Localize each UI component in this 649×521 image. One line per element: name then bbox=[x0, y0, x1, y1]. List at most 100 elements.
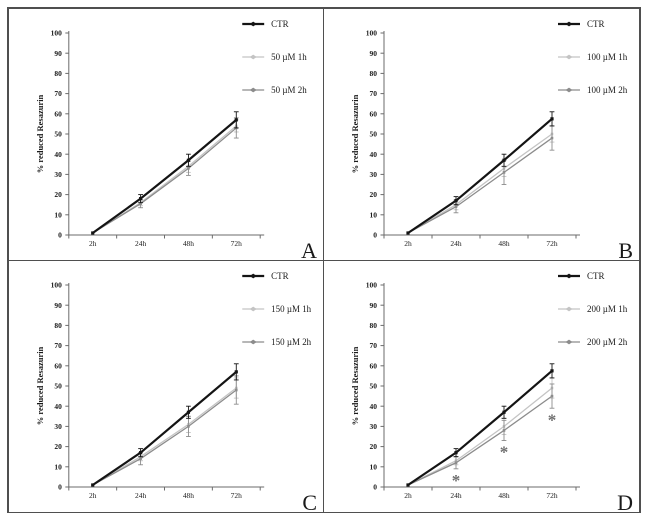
legend-marker bbox=[249, 339, 257, 345]
y-tick-label: 100 bbox=[366, 29, 378, 38]
y-tick-label: 0 bbox=[58, 231, 62, 240]
data-point bbox=[186, 158, 191, 162]
series-ctr bbox=[91, 363, 239, 487]
legend-item: CTR bbox=[558, 271, 605, 281]
legend-marker bbox=[249, 273, 257, 279]
data-point bbox=[550, 394, 554, 398]
data-point bbox=[139, 457, 142, 461]
y-tick-label: 40 bbox=[54, 150, 62, 159]
y-tick-label: 50 bbox=[54, 382, 62, 391]
data-point bbox=[91, 231, 95, 235]
chart-panel-d: 0 10 20 30 40 50 60 70 80 90 100 2h 24h 48h 72h % reduc… bbox=[350, 271, 633, 512]
x-tick-label: 72h bbox=[546, 491, 558, 500]
x-tick-label: 72h bbox=[546, 239, 558, 248]
series-ctr bbox=[91, 111, 239, 235]
legend-marker bbox=[249, 54, 257, 60]
y-tick-label: 0 bbox=[373, 483, 377, 492]
y-tick-label: 60 bbox=[54, 361, 62, 370]
data-line bbox=[92, 387, 237, 486]
figure-frame: 0 10 20 30 40 50 60 70 80 90 100 2h 24h 48h 72h % reduc… bbox=[7, 7, 641, 513]
x-tick-label: 72h bbox=[231, 239, 242, 248]
legend-item: 100 µM 2h bbox=[558, 85, 628, 95]
data-line bbox=[92, 127, 237, 234]
data-point bbox=[187, 425, 190, 428]
y-tick-label: 70 bbox=[370, 341, 378, 350]
x-tick-label: 48h bbox=[183, 239, 194, 248]
y-tick-label: 10 bbox=[54, 462, 62, 471]
legend-marker bbox=[565, 54, 573, 60]
y-tick-label: 40 bbox=[54, 402, 62, 411]
y-tick-label: 80 bbox=[54, 69, 62, 78]
y-tick-label: 100 bbox=[51, 281, 62, 290]
data-point bbox=[186, 410, 191, 414]
y-tick-label: 80 bbox=[370, 321, 378, 330]
legend-item: CTR bbox=[242, 271, 289, 281]
legend: CTR 100 µM 1h 100 µM 2h bbox=[558, 19, 628, 95]
y-tick-label: 50 bbox=[370, 382, 378, 391]
y-tick-label: 40 bbox=[370, 402, 378, 411]
axes: 0 10 20 30 40 50 60 70 80 90 100 2h 24h 48h 72h bbox=[366, 281, 580, 500]
legend-marker bbox=[249, 306, 257, 312]
significance-asterisk: * bbox=[500, 443, 509, 462]
legend: CTR 150 µM 1h 150 µM 2h bbox=[242, 271, 312, 347]
y-tick-label: 0 bbox=[58, 483, 62, 492]
x-tick-label: 2h bbox=[89, 491, 97, 500]
data-point bbox=[502, 410, 506, 414]
data-point bbox=[406, 231, 410, 235]
legend-item: 50 µM 2h bbox=[242, 85, 307, 95]
data-point bbox=[234, 388, 238, 392]
panel-c: 0 10 20 30 40 50 60 70 80 90 100 2h 24h 48h 72h % reduc… bbox=[9, 261, 324, 512]
x-tick-label: 24h bbox=[450, 491, 462, 500]
chart-panel-a: 0 10 20 30 40 50 60 70 80 90 100 2h 24h 48h 72h % reduc… bbox=[35, 19, 317, 260]
data-point bbox=[234, 370, 238, 374]
data-line bbox=[407, 137, 553, 234]
data-point bbox=[454, 205, 458, 209]
y-tick-label: 70 bbox=[370, 89, 378, 98]
data-point bbox=[139, 202, 142, 205]
y-axis-title: % reduced Resazurin bbox=[35, 94, 45, 173]
axes: 0 10 20 30 40 50 60 70 80 90 100 2h 24h 48h 72h bbox=[366, 29, 580, 248]
legend-marker bbox=[565, 273, 573, 279]
axes: 0 10 20 30 40 50 60 70 80 90 100 2h 24h 48h 72h bbox=[51, 29, 265, 248]
legend-label: 50 µM 1h bbox=[271, 52, 307, 62]
legend-label: 100 µM 1h bbox=[587, 52, 628, 62]
y-tick-label: 90 bbox=[370, 49, 378, 58]
y-tick-label: 90 bbox=[54, 49, 62, 58]
y-tick-label: 60 bbox=[54, 109, 62, 118]
x-tick-label: 48h bbox=[498, 239, 510, 248]
series-ctr bbox=[406, 111, 555, 235]
x-tick-label: 2h bbox=[404, 491, 412, 500]
data-line bbox=[407, 395, 553, 486]
legend-label: CTR bbox=[587, 19, 605, 29]
legend-label: CTR bbox=[587, 271, 605, 281]
y-tick-label: 80 bbox=[54, 321, 62, 330]
chart-panel-b: 0 10 20 30 40 50 60 70 80 90 100 2h 24h 48h 72h % reduc… bbox=[350, 19, 633, 260]
x-tick-label: 24h bbox=[450, 239, 462, 248]
legend-marker bbox=[565, 339, 573, 345]
y-axis-title: % reduced Resazurin bbox=[35, 346, 45, 425]
y-tick-label: 60 bbox=[370, 109, 378, 118]
data-line bbox=[407, 387, 553, 486]
y-tick-label: 100 bbox=[51, 29, 62, 38]
panel-letter: D bbox=[617, 490, 633, 512]
legend-label: CTR bbox=[271, 19, 288, 29]
y-tick-label: 30 bbox=[54, 422, 62, 431]
panel-a: 0 10 20 30 40 50 60 70 80 90 100 2h 24h 48h 72h % reduc… bbox=[9, 9, 324, 261]
data-point bbox=[550, 136, 554, 140]
y-tick-label: 40 bbox=[370, 150, 378, 159]
legend-item: 100 µM 1h bbox=[558, 52, 628, 62]
y-tick-label: 20 bbox=[370, 190, 378, 199]
legend-item: CTR bbox=[558, 19, 605, 29]
axes: 0 10 20 30 40 50 60 70 80 90 100 2h 24h 48h 72h bbox=[51, 281, 265, 500]
data-point bbox=[138, 197, 143, 201]
y-tick-label: 0 bbox=[373, 231, 377, 240]
legend-label: CTR bbox=[271, 271, 288, 281]
data-point bbox=[550, 369, 554, 373]
panel-letter: C bbox=[302, 490, 317, 512]
legend-marker bbox=[565, 87, 573, 93]
x-tick-label: 72h bbox=[231, 491, 242, 500]
y-tick-label: 20 bbox=[54, 442, 62, 451]
legend-marker bbox=[565, 306, 573, 312]
panel-letter: A bbox=[301, 238, 317, 260]
y-tick-label: 90 bbox=[370, 301, 378, 310]
